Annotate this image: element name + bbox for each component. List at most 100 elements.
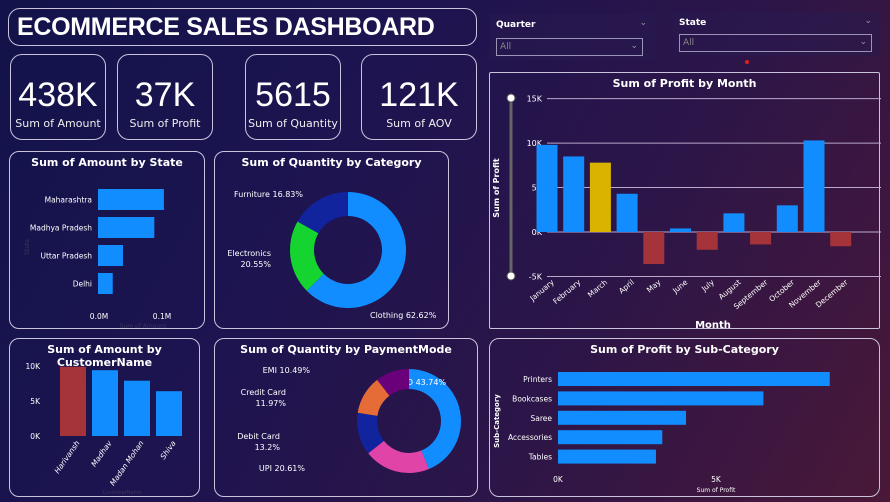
quarter-value: All bbox=[500, 42, 512, 52]
y-tick-label: 5K bbox=[30, 397, 41, 406]
chevron-down-icon[interactable]: ⌄ bbox=[639, 18, 647, 28]
zoom-slider-handle bbox=[506, 271, 516, 281]
bar-uttar-pradesh bbox=[98, 245, 123, 266]
quarter-dropdown[interactable]: All ⌄ bbox=[496, 38, 643, 56]
x-tick-label: 5K bbox=[711, 475, 722, 484]
y-tick-label: Maharashtra bbox=[45, 196, 92, 205]
y-tick-label: Madhya Pradesh bbox=[30, 224, 92, 233]
bar-october bbox=[776, 205, 798, 232]
bar-madan-mohan bbox=[124, 380, 150, 436]
quarter-slicer-label: Quarter bbox=[496, 20, 536, 30]
bar-december bbox=[830, 232, 852, 247]
chart-title: Sum of Quantity by PaymentMode bbox=[240, 343, 452, 356]
x-axis-title: Sum of Amount bbox=[120, 323, 167, 330]
dashboard-title: ECOMMERCE SALES DASHBOARD bbox=[8, 8, 477, 46]
chart-title: Sum of Amount by State bbox=[31, 156, 183, 169]
quarter-slicer: Quarter ⌄ All ⌄ bbox=[490, 14, 655, 60]
bar-march bbox=[589, 162, 611, 232]
bar-accessories bbox=[558, 430, 663, 445]
slice-label: EMI 10.49% bbox=[263, 366, 311, 375]
slice-clothing bbox=[306, 192, 406, 308]
y-tick-label: 15K bbox=[527, 95, 543, 104]
state-dropdown[interactable]: All ⌄ bbox=[679, 34, 872, 52]
y-tick-label: Delhi bbox=[73, 280, 92, 289]
x-axis-title: Month bbox=[695, 320, 731, 331]
amount-by-state-chart: Sum of Amount by State Maharashtra Madhya … bbox=[9, 151, 205, 330]
kpi-card-profit: 37K Sum of Profit bbox=[117, 54, 213, 140]
x-axis-title: CustomerName bbox=[102, 490, 141, 496]
chart-title: Sum of Quantity by Category bbox=[241, 156, 422, 169]
kpi-value: 37K bbox=[134, 76, 196, 114]
slice-credit-card bbox=[357, 379, 390, 416]
bar-tables bbox=[558, 449, 656, 464]
profit-by-subcategory-chart: Sum of Profit by Sub-Category Printers Boo… bbox=[489, 338, 880, 497]
chevron-down-icon: ⌄ bbox=[859, 37, 867, 47]
kpi-label: Sum of Profit bbox=[129, 117, 201, 130]
bar-saree bbox=[558, 410, 686, 425]
bar-april bbox=[616, 193, 638, 232]
chart-title: Sum of Profit by Month bbox=[612, 77, 757, 90]
bar-february bbox=[563, 156, 585, 232]
slice-label: UPI 20.61% bbox=[259, 464, 305, 473]
x-tick-label: 0K bbox=[553, 475, 564, 484]
y-tick-label: 10K bbox=[26, 362, 42, 371]
y-tick-label: 10K bbox=[527, 139, 543, 148]
chevron-down-icon[interactable]: ⌄ bbox=[864, 16, 872, 26]
quantity-by-paymentmode-chart: Sum of Quantity by PaymentMode COD 43.74%… bbox=[214, 338, 478, 497]
slice-furniture bbox=[297, 192, 348, 234]
kpi-card-quantity: 5615 Sum of Quantity bbox=[245, 54, 341, 140]
bar-bookcases bbox=[558, 391, 764, 406]
x-tick-label: March bbox=[586, 277, 609, 299]
y-tick-label: Uttar Pradesh bbox=[40, 252, 92, 261]
bar-may bbox=[643, 232, 665, 265]
bar-harivansh bbox=[60, 366, 86, 436]
kpi-label: Sum of Amount bbox=[15, 117, 101, 130]
y-tick-label: -5K bbox=[529, 272, 543, 281]
slice-label: COD 43.74% bbox=[395, 378, 446, 387]
chevron-down-icon: ⌄ bbox=[630, 41, 638, 51]
slice-percent: 13.2% bbox=[255, 443, 281, 452]
y-tick-label: Saree bbox=[530, 414, 552, 423]
kpi-value: 5615 bbox=[255, 76, 331, 114]
y-axis-title: State bbox=[24, 239, 31, 255]
slice-cod bbox=[409, 369, 461, 470]
zoom-slider-handle bbox=[506, 93, 516, 103]
chart-title: Sum of Amount by CustomerName bbox=[47, 343, 162, 369]
bar-printers bbox=[558, 372, 830, 386]
bar-madhav bbox=[92, 370, 118, 436]
slice-label: Debit Card bbox=[237, 432, 280, 441]
y-tick-label: 0K bbox=[532, 228, 543, 237]
filter-indicator-dot bbox=[745, 60, 749, 64]
x-tick-label: 0.1M bbox=[153, 312, 171, 321]
x-tick-label: Harivansh bbox=[53, 439, 82, 475]
slice-label: Credit Card bbox=[241, 388, 286, 397]
y-tick-label: 0K bbox=[30, 432, 41, 441]
quantity-by-category-chart: Sum of Quantity by Category Clothing 62.6… bbox=[214, 151, 449, 329]
x-tick-label: Madhav bbox=[89, 439, 114, 469]
chart-title: Sum of Profit by Sub-Category bbox=[590, 343, 779, 356]
y-axis-title: Sub-Category bbox=[493, 394, 501, 448]
x-tick-label: Shiva bbox=[158, 439, 177, 461]
slice-electronics bbox=[290, 221, 324, 291]
x-tick-label: May bbox=[645, 277, 663, 294]
bar-november bbox=[803, 140, 825, 232]
amount-by-customer-chart: Sum of Amount by CustomerName 10K 5K 0K Hari… bbox=[9, 338, 200, 497]
x-tick-label: February bbox=[551, 277, 583, 306]
bar-january bbox=[536, 144, 558, 232]
state-slicer-label: State bbox=[679, 18, 707, 28]
kpi-value: 438K bbox=[18, 76, 98, 114]
kpi-value: 121K bbox=[379, 76, 459, 114]
state-slicer: State ⌄ All ⌄ bbox=[673, 12, 880, 56]
y-axis-title: Sum of Profit bbox=[492, 158, 501, 218]
y-tick-label: Printers bbox=[523, 375, 552, 384]
bar-september bbox=[750, 232, 772, 245]
kpi-label: Sum of Quantity bbox=[248, 117, 338, 130]
bar-madhya-pradesh bbox=[98, 217, 155, 238]
profit-by-month-chart: Sum of Profit by Month15K10K5K0K-5KJanua… bbox=[489, 72, 881, 331]
bar-shiva bbox=[156, 391, 182, 436]
slice-emi bbox=[377, 369, 410, 396]
x-tick-label: April bbox=[617, 278, 636, 296]
slice-debit-card bbox=[357, 412, 384, 454]
slice-upi bbox=[368, 440, 429, 473]
slice-percent: 11.97% bbox=[255, 399, 286, 408]
